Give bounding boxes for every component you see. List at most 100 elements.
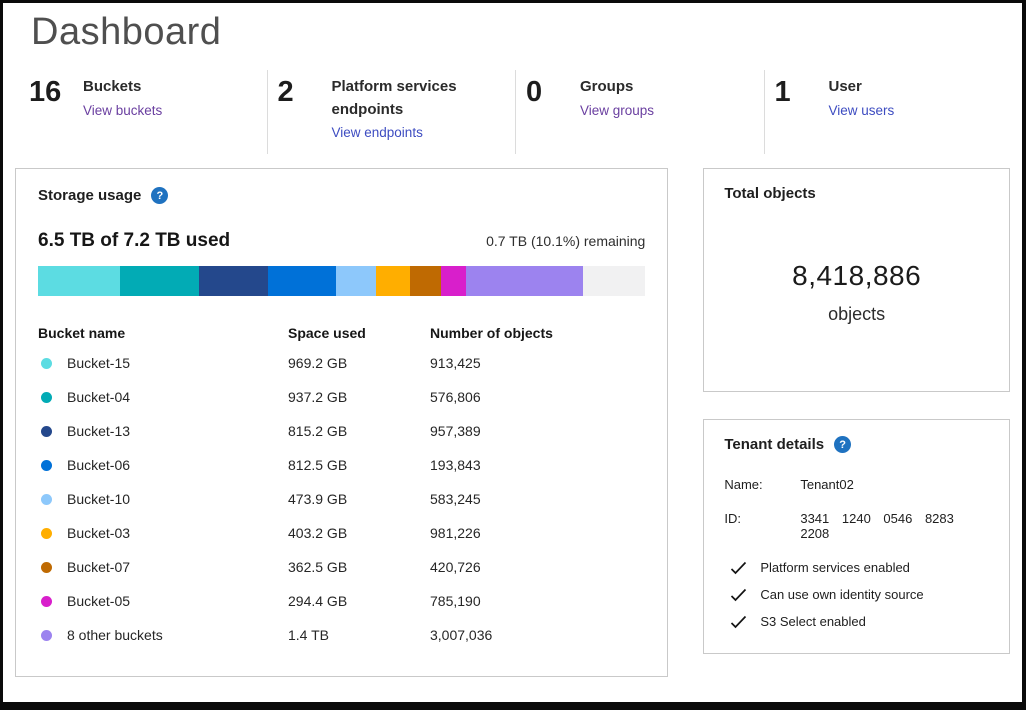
table-row: Bucket-03 403.2 GB 981,226 — [38, 516, 645, 550]
bucket-object-count: 576,806 — [430, 389, 481, 405]
bucket-name: Bucket-04 — [67, 389, 131, 405]
tenant-details-title: Tenant details — [724, 436, 825, 453]
stat-groups: 0 Groups View groups — [516, 70, 765, 154]
storage-usage-title: Storage usage — [38, 187, 142, 204]
tenant-feature-row: S3 Select enabled — [724, 614, 989, 629]
bar-segment-bucket-13[interactable] — [198, 266, 268, 296]
bucket-name: Bucket-15 — [67, 355, 131, 371]
table-row: Bucket-15 969.2 GB 913,425 — [38, 346, 645, 380]
bucket-color-dot — [41, 493, 52, 505]
bucket-color-dot — [41, 561, 52, 573]
bucket-usage-table: Bucket name Space used Number of objects… — [38, 320, 645, 652]
col-bucket-name: Bucket name — [38, 325, 126, 341]
bar-segment-bucket-05[interactable] — [440, 266, 466, 296]
total-objects-panel: Total objects 8,418,886 objects — [703, 168, 1010, 392]
bucket-space-used: 403.2 GB — [288, 525, 348, 541]
table-row: 8 other buckets 1.4 TB 3,007,036 — [38, 618, 645, 652]
groups-label: Groups — [580, 78, 634, 95]
view-groups-link[interactable]: View groups — [580, 102, 655, 118]
bucket-table-header: Bucket name Space used Number of objects — [38, 320, 645, 346]
tenant-name-value: Tenant02 — [800, 477, 854, 492]
view-users-link[interactable]: View users — [828, 102, 895, 118]
buckets-label: Buckets — [83, 78, 142, 95]
table-row: Bucket-13 815.2 GB 957,389 — [38, 414, 645, 448]
bucket-space-used: 815.2 GB — [288, 423, 348, 439]
table-row: Bucket-07 362.5 GB 420,726 — [38, 550, 645, 584]
bar-segment-bucket-04[interactable] — [119, 266, 199, 296]
bucket-name: Bucket-05 — [67, 593, 131, 609]
bucket-name: Bucket-06 — [67, 457, 131, 473]
stat-platform-endpoints: 2 Platform services endpoints View endpo… — [268, 70, 516, 154]
bar-segment-bucket-03[interactable] — [376, 266, 411, 296]
bucket-object-count: 193,843 — [430, 457, 481, 473]
bucket-object-count: 785,190 — [430, 593, 481, 609]
stat-users: 1 User View users — [765, 70, 1013, 154]
storage-usage-panel: Storage usage ? 6.5 TB of 7.2 TB used 0.… — [15, 168, 669, 677]
table-row: Bucket-10 473.9 GB 583,245 — [38, 482, 645, 516]
bucket-object-count: 420,726 — [430, 559, 481, 575]
bar-segment-bucket-06[interactable] — [267, 266, 337, 296]
bucket-color-dot — [41, 459, 52, 471]
bucket-space-used: 362.5 GB — [288, 559, 348, 575]
storage-remaining-summary: 0.7 TB (10.1%) remaining — [486, 233, 646, 249]
bucket-space-used: 1.4 TB — [288, 627, 329, 643]
tenant-feature-label: Platform services enabled — [760, 560, 910, 575]
col-number-of-objects: Number of objects — [430, 325, 553, 341]
table-row: Bucket-06 812.5 GB 193,843 — [38, 448, 645, 482]
bucket-space-used: 937.2 GB — [288, 389, 348, 405]
bucket-name: 8 other buckets — [67, 627, 163, 643]
tenant-id-row: ID: 3341 1240 0546 8283 2208 — [724, 511, 989, 541]
bar-segment-bucket-07[interactable] — [410, 266, 441, 296]
total-objects-count: 8,418,886 — [792, 260, 922, 291]
check-icon — [730, 588, 747, 602]
tenant-name-row: Name: Tenant02 — [724, 477, 989, 492]
storage-usage-bar — [38, 266, 646, 296]
bucket-table-body: Bucket-15 969.2 GB 913,425 Bucket-04 937.2 G… — [38, 346, 645, 652]
bucket-object-count: 583,245 — [430, 491, 481, 507]
users-label: User — [828, 78, 862, 95]
tenant-feature-label: Can use own identity source — [760, 587, 924, 602]
users-count: 1 — [774, 76, 791, 108]
endpoints-label: Platform services endpoints — [331, 78, 457, 118]
bucket-space-used: 812.5 GB — [288, 457, 348, 473]
bucket-name: Bucket-07 — [67, 559, 131, 575]
check-icon — [730, 561, 747, 575]
groups-count: 0 — [526, 76, 543, 108]
tenant-id-label: ID: — [724, 511, 741, 526]
page-title: Dashboard — [31, 11, 222, 53]
bucket-color-dot — [41, 595, 52, 607]
tenant-features-list: Platform services enabled Can use own ide… — [724, 560, 989, 629]
tenant-name-label: Name: — [724, 477, 763, 492]
tenant-feature-label: S3 Select enabled — [760, 614, 866, 629]
bucket-object-count: 981,226 — [430, 525, 481, 541]
summary-stats-row: 16 Buckets View buckets 2 Platform servi… — [19, 70, 1012, 154]
table-row: Bucket-04 937.2 GB 576,806 — [38, 380, 645, 414]
bucket-color-dot — [41, 629, 52, 641]
bucket-name: Bucket-03 — [67, 525, 131, 541]
total-objects-unit: objects — [828, 304, 886, 324]
bucket-name: Bucket-10 — [67, 491, 131, 507]
question-circle-icon[interactable]: ? — [834, 436, 852, 453]
dashboard-content: Storage usage ? 6.5 TB of 7.2 TB used 0.… — [15, 168, 1010, 677]
bar-segment-bucket-10[interactable] — [336, 266, 377, 296]
bucket-color-dot — [41, 357, 52, 369]
buckets-count: 16 — [29, 76, 62, 108]
tenant-feature-row: Can use own identity source — [724, 587, 989, 602]
bar-segment-remaining[interactable] — [583, 266, 646, 296]
total-objects-title: Total objects — [724, 185, 816, 202]
bucket-space-used: 969.2 GB — [288, 355, 348, 371]
question-circle-icon[interactable]: ? — [151, 187, 169, 204]
bucket-space-used: 294.4 GB — [288, 593, 348, 609]
bucket-color-dot — [41, 527, 52, 539]
bar-segment-bucket-15[interactable] — [38, 266, 120, 296]
bucket-space-used: 473.9 GB — [288, 491, 348, 507]
tenant-feature-row: Platform services enabled — [724, 560, 989, 575]
col-space-used: Space used — [288, 325, 366, 341]
bucket-object-count: 3,007,036 — [430, 627, 493, 643]
view-endpoints-link[interactable]: View endpoints — [331, 125, 423, 140]
view-buckets-link[interactable]: View buckets — [83, 102, 163, 118]
bar-segment-8-other-buckets[interactable] — [465, 266, 584, 296]
bucket-color-dot — [41, 425, 52, 437]
bucket-color-dot — [41, 391, 52, 403]
stat-buckets: 16 Buckets View buckets — [19, 70, 268, 154]
